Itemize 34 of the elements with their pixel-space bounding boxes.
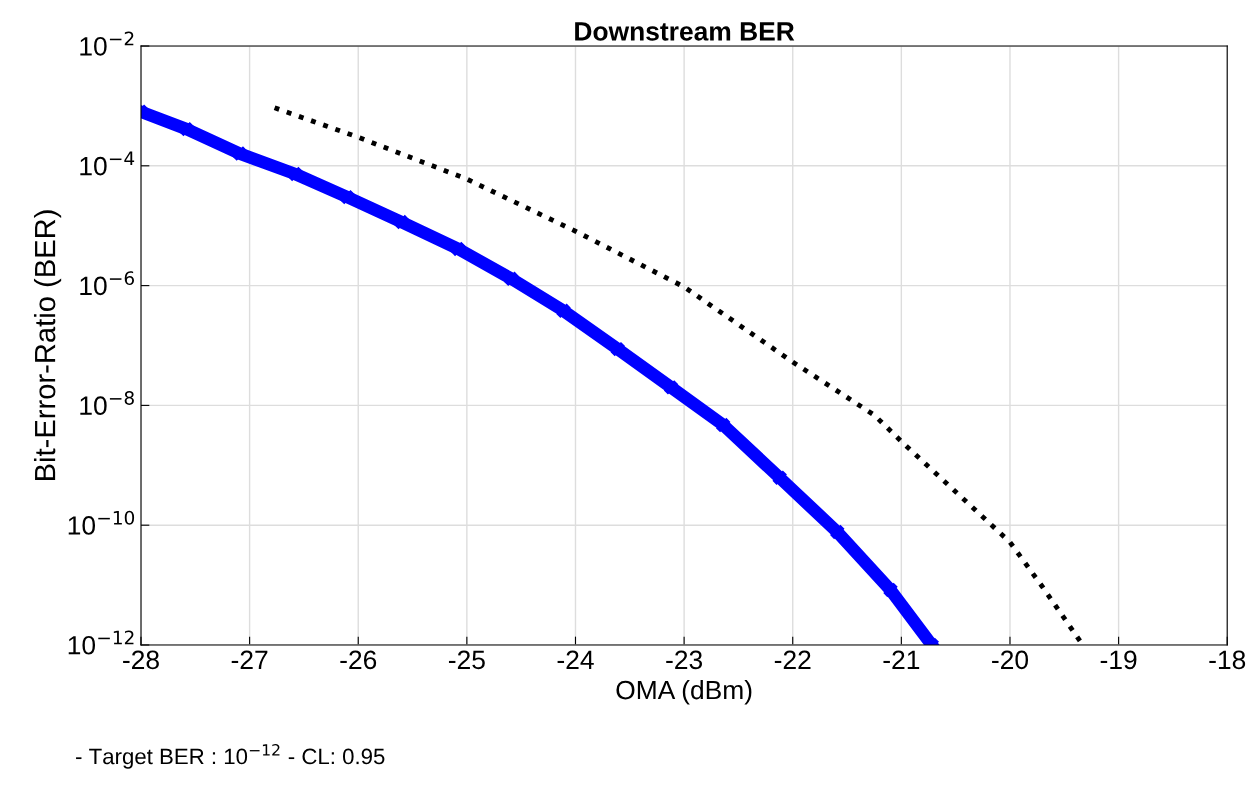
y-tick-label: 10$^{−4}$ <box>80 151 135 176</box>
y-tick-label: 10$^{−10}$ <box>68 510 135 535</box>
point <box>504 271 519 286</box>
x-axis-title: OMA (dBm) <box>616 679 752 705</box>
x-tick-label: -26 <box>340 650 377 670</box>
x-tick-label: -22 <box>774 650 811 669</box>
point <box>610 342 625 357</box>
x-tick-label: -24 <box>557 650 594 669</box>
point <box>556 303 571 318</box>
point <box>232 146 247 161</box>
point <box>772 470 787 485</box>
point <box>451 241 466 256</box>
y-tick-label: 10$^{−6}$ <box>80 271 135 296</box>
chart-title: Downstream BER <box>575 22 795 41</box>
y-tick-label: 10$^{−8}$ <box>80 390 134 416</box>
point <box>288 167 303 181</box>
x-tick-label: -23 <box>666 650 703 670</box>
x-tick-label: -18 <box>1209 650 1246 670</box>
text: - Target BER : 10$^{−12}$ - CL: 0.95 <box>76 744 385 769</box>
point <box>716 418 731 432</box>
point <box>883 582 898 597</box>
x-tick-label: -19 <box>1100 650 1137 670</box>
point <box>664 380 679 395</box>
x-tick-label: -27 <box>231 650 268 669</box>
point <box>340 190 355 205</box>
x-tick-label: -28 <box>123 650 159 670</box>
point <box>394 215 409 230</box>
y-tick-label: 10$^{−2}$ <box>80 31 134 56</box>
x-tick-label: -20 <box>992 650 1029 670</box>
point <box>179 122 194 137</box>
x-tick-label: -21 <box>883 650 920 669</box>
point <box>830 525 845 539</box>
y-axis-title: Bit-Error-Ratio (BER) <box>33 210 62 481</box>
x-tick-label: -25 <box>448 650 485 670</box>
